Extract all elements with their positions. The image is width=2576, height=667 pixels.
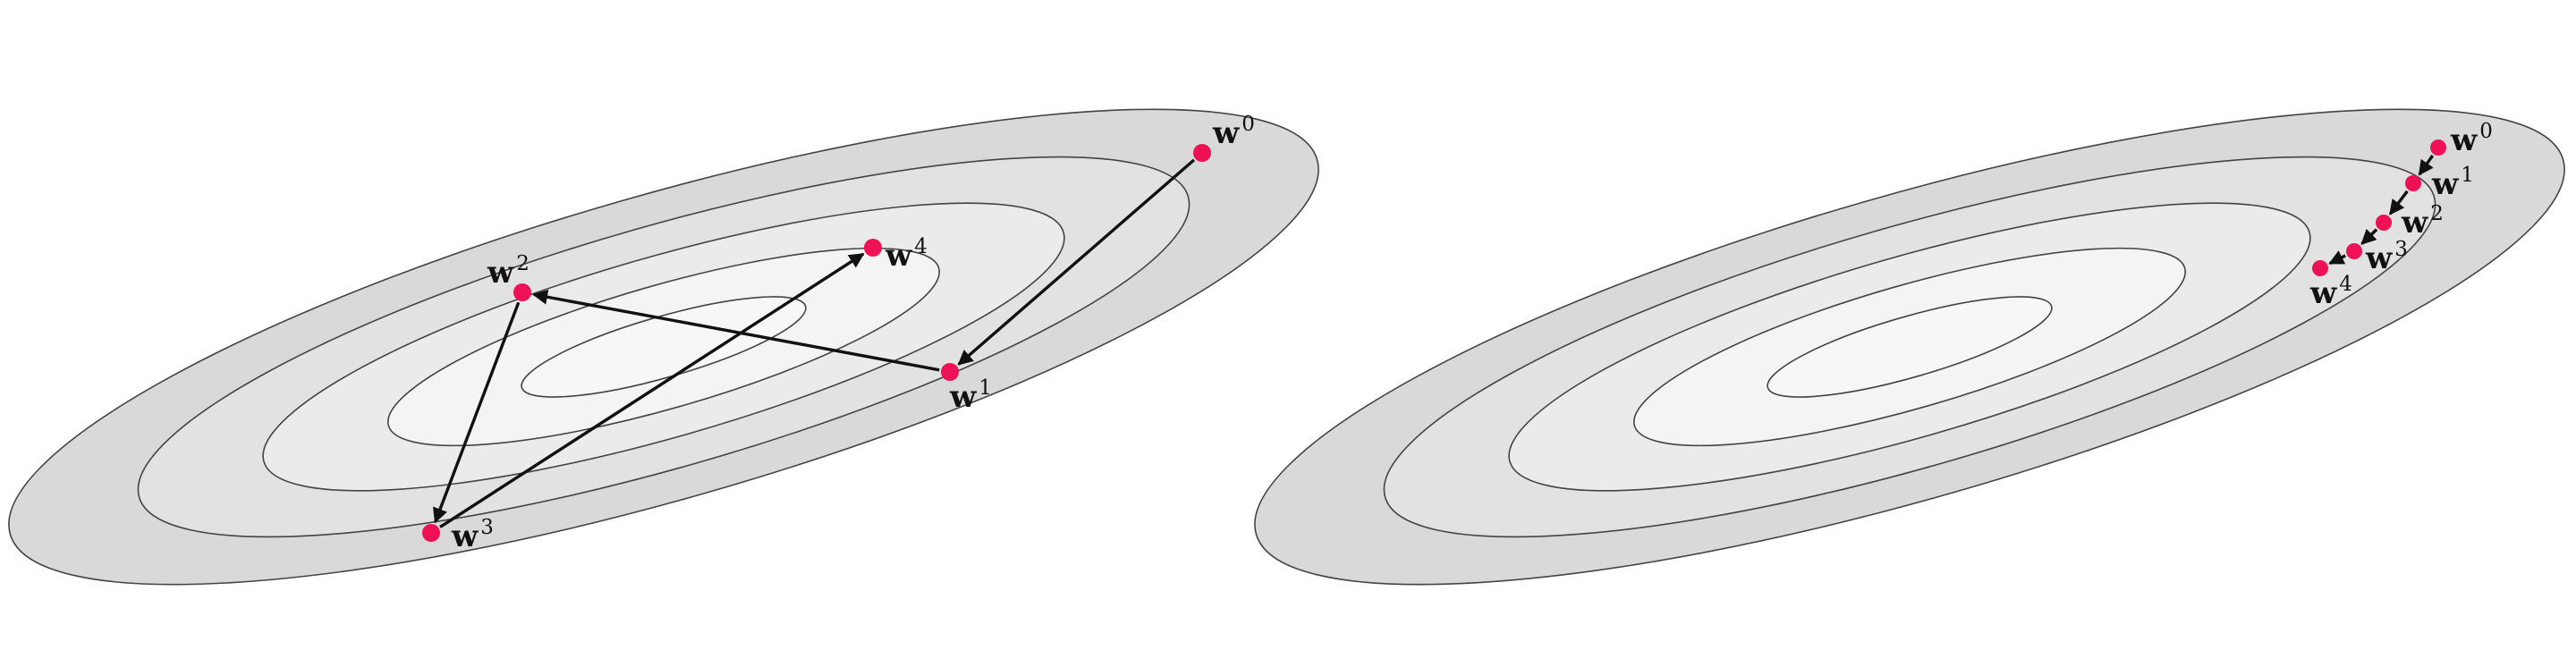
step-arrow-3-to-4 [2328,250,2346,266]
contour-group [8,108,1319,586]
weight-point-w0 [1193,144,1211,162]
weight-point-w3 [2346,243,2362,259]
weight-label-base: w [949,379,977,415]
step-arrow-0-to-1 [957,158,1196,366]
weight-label-superscript: 3 [480,516,494,539]
weight-label-base: w [487,255,514,291]
weight-point-w1 [2405,175,2421,191]
weight-label-base: w [1212,115,1240,151]
weight-label-superscript: 2 [2430,202,2444,225]
right-panel: w 0w 1w 2w 3w 4 [1254,108,2565,586]
weight-point-w4 [2312,260,2328,276]
weight-label-base: w [885,238,912,274]
weight-label-superscript: 1 [979,376,992,400]
step-arrow-2-to-3 [2360,228,2378,245]
weight-point-w3 [422,524,440,542]
weight-point-w1 [941,363,959,381]
weight-label-superscript: 0 [1241,113,1255,136]
step-arrow-1-to-2 [532,289,940,372]
weight-label-base: w [451,519,479,554]
left-panel: w 0w 1w 2w 3w 4 [8,108,1319,586]
step-arrow-2-to-3 [433,301,521,524]
weight-point-w0 [2430,139,2446,156]
weight-label-superscript: 2 [516,252,530,275]
weight-label-base: w [2401,205,2428,241]
weight-label-superscript: 1 [2461,164,2474,187]
step-arrow-0-to-1 [2418,155,2435,176]
weight-point-w2 [513,283,531,301]
weight-label-base: w [2431,166,2459,202]
weight-point-w2 [2376,215,2392,231]
weight-point-w4 [864,239,882,257]
arrow-group [2328,155,2435,266]
contour-group [1254,108,2565,586]
weight-label-base: w [2450,122,2478,158]
step-arrow-1-to-2 [2388,190,2409,215]
step-arrow-3-to-4 [439,252,865,528]
weight-label-superscript: 0 [2479,120,2493,143]
weight-label-superscript: 4 [914,235,928,258]
weight-label-superscript: 4 [2339,273,2352,296]
weight-label-base: w [2309,275,2337,311]
weight-label-superscript: 3 [2394,238,2408,261]
contour-ellipse-5 [1767,296,2053,398]
weight-label-base: w [2365,241,2393,276]
arrow-group [433,158,1196,528]
